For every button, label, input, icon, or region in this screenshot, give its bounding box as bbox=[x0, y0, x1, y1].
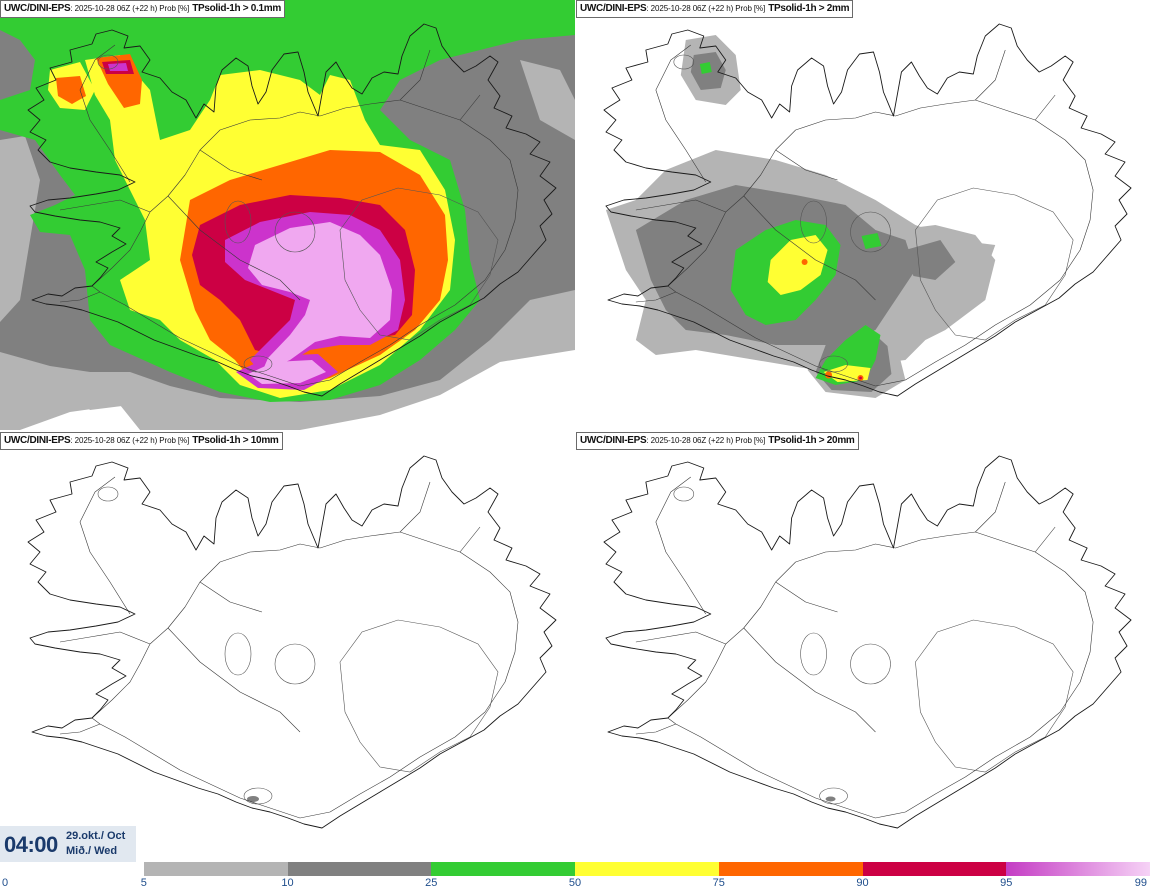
threshold-label: TPsolid-1h > 2mm bbox=[768, 3, 850, 14]
colorbar-bin bbox=[718, 862, 863, 876]
colorbar-tick-label: 25 bbox=[425, 877, 438, 889]
map-panel-10mm: UWC/DINI-EPS: 2025-10-28 06Z (+22 h) Pro… bbox=[0, 432, 575, 862]
colorbar-bin bbox=[862, 862, 1007, 876]
road-network bbox=[635, 476, 1094, 819]
glacier-outline bbox=[673, 486, 1074, 805]
prob-50-75-area bbox=[767, 235, 871, 382]
coastline bbox=[603, 455, 1132, 829]
panel-header: UWC/DINI-EPS: 2025-10-28 06Z (+22 h) Pro… bbox=[0, 0, 285, 18]
run-info: : 2025-10-28 06Z (+22 h) Prob [%] bbox=[70, 4, 190, 13]
prob-10-25-area bbox=[825, 796, 836, 802]
colorbar-tick-label: 90 bbox=[856, 877, 869, 889]
prob-75-90-area bbox=[801, 259, 808, 265]
panel-header: UWC/DINI-EPS: 2025-10-28 06Z (+22 h) Pro… bbox=[576, 432, 859, 450]
probability-map bbox=[0, 0, 575, 430]
valid-time: 04:00 bbox=[4, 832, 58, 857]
prob-10-25-area bbox=[247, 796, 259, 802]
colorbar-labels: 0 5 10 25 50 75 90 95 99 bbox=[0, 876, 1150, 891]
map-panel-0-1mm: UWC/DINI-EPS: 2025-10-28 06Z (+22 h) Pro… bbox=[0, 0, 575, 430]
colorbar bbox=[0, 862, 1150, 876]
colorbar-tick-label: 75 bbox=[712, 877, 725, 889]
run-info: : 2025-10-28 06Z (+22 h) Prob [%] bbox=[646, 4, 766, 13]
colorbar-bin bbox=[143, 862, 288, 876]
model-name: UWC/DINI-EPS bbox=[4, 3, 71, 14]
coastline bbox=[27, 455, 557, 829]
glacier-outline bbox=[97, 486, 499, 805]
valid-weekday: Mið./ Wed bbox=[66, 845, 118, 857]
road-network bbox=[59, 476, 519, 819]
threshold-label: TPsolid-1h > 10mm bbox=[192, 435, 279, 446]
model-name: UWC/DINI-EPS bbox=[580, 435, 647, 446]
colorbar-bin bbox=[1006, 862, 1150, 876]
model-name: UWC/DINI-EPS bbox=[580, 3, 647, 14]
threshold-label: TPsolid-1h > 20mm bbox=[768, 435, 855, 446]
colorbar-bin bbox=[575, 862, 719, 876]
probability-map bbox=[603, 455, 1132, 829]
map-panel-20mm: UWC/DINI-EPS: 2025-10-28 06Z (+22 h) Pro… bbox=[576, 432, 1150, 862]
valid-time-box: 04:00 29.okt./ Oct Mið./ Wed bbox=[0, 826, 136, 862]
probability-map bbox=[603, 23, 1132, 398]
threshold-label: TPsolid-1h > 0.1mm bbox=[192, 3, 281, 14]
run-info: : 2025-10-28 06Z (+22 h) Prob [%] bbox=[646, 436, 766, 445]
model-name: UWC/DINI-EPS bbox=[4, 435, 71, 446]
colorbar-bin bbox=[0, 862, 144, 876]
panel-header: UWC/DINI-EPS: 2025-10-28 06Z (+22 h) Pro… bbox=[576, 0, 854, 18]
colorbar-tick-label: 0 bbox=[2, 877, 9, 889]
colorbar-tick-label: 99 bbox=[1134, 877, 1147, 889]
valid-date: 29.okt./ Oct bbox=[66, 830, 126, 842]
colorbar-tick-label: 5 bbox=[140, 877, 147, 889]
panel-header: UWC/DINI-EPS: 2025-10-28 06Z (+22 h) Pro… bbox=[0, 432, 283, 450]
prob-99-area bbox=[248, 222, 392, 384]
colorbar-tick-label: 10 bbox=[281, 877, 294, 889]
prob-90-95-area bbox=[859, 376, 862, 380]
colorbar-tick-label: 50 bbox=[568, 877, 582, 889]
map-panel-2mm: UWC/DINI-EPS: 2025-10-28 06Z (+22 h) Pro… bbox=[576, 0, 1150, 430]
run-info: : 2025-10-28 06Z (+22 h) Prob [%] bbox=[70, 436, 190, 445]
colorbar-bin bbox=[287, 862, 432, 876]
probability-map bbox=[27, 455, 557, 829]
prob-25-50-area bbox=[699, 62, 882, 385]
colorbar-bin bbox=[431, 862, 575, 876]
colorbar-tick-label: 95 bbox=[1000, 877, 1013, 889]
